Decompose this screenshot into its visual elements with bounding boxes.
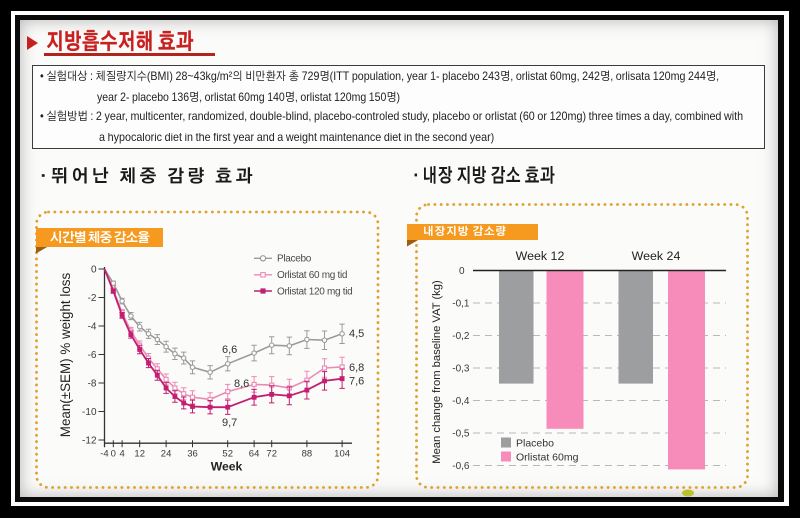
svg-text:-2: -2 [88, 293, 97, 304]
svg-text:-4: -4 [88, 321, 97, 332]
svg-text:-0,5: -0,5 [452, 429, 470, 440]
svg-text:Mean(±SEM) % weight loss: Mean(±SEM) % weight loss [58, 273, 73, 438]
svg-text:104: 104 [334, 449, 350, 460]
svg-text:-4: -4 [100, 449, 108, 460]
svg-text:-10: -10 [82, 407, 97, 418]
svg-text:88: 88 [302, 449, 313, 460]
svg-text:64: 64 [249, 449, 260, 460]
svg-text:Placebo: Placebo [516, 438, 554, 450]
svg-text:-0,2: -0,2 [452, 331, 470, 342]
svg-text:8,6: 8,6 [234, 378, 249, 390]
svg-text:-0,3: -0,3 [452, 364, 470, 375]
svg-text:52: 52 [222, 449, 233, 460]
svg-text:0: 0 [91, 264, 97, 275]
svg-text:-12: -12 [82, 435, 97, 446]
svg-text:Mean change from baseline VAT: Mean change from baseline VAT (kg) [431, 280, 443, 464]
svg-text:-6: -6 [88, 350, 97, 361]
svg-text:Week 12: Week 12 [516, 249, 565, 263]
svg-text:12: 12 [134, 449, 145, 460]
svg-text:6,6: 6,6 [222, 344, 237, 356]
svg-text:4,5: 4,5 [349, 328, 364, 340]
svg-text:0: 0 [111, 449, 116, 460]
svg-text:Placebo: Placebo [277, 254, 312, 265]
svg-text:Orlistat 60 mg tid: Orlistat 60 mg tid [277, 270, 347, 281]
svg-text:9,7: 9,7 [222, 417, 237, 429]
svg-text:24: 24 [161, 449, 172, 460]
svg-text:-0,4: -0,4 [452, 396, 470, 407]
svg-text:-0,6: -0,6 [452, 461, 470, 472]
svg-text:Orlistat 60mg: Orlistat 60mg [516, 452, 579, 464]
svg-text:7,6: 7,6 [349, 376, 364, 388]
svg-text:Orlistat 120 mg tid: Orlistat 120 mg tid [277, 286, 352, 297]
svg-text:4: 4 [119, 449, 124, 460]
svg-text:-8: -8 [88, 378, 97, 389]
svg-text:36: 36 [187, 449, 198, 460]
svg-text:72: 72 [266, 449, 277, 460]
svg-text:6,8: 6,8 [349, 362, 364, 374]
svg-text:0: 0 [459, 266, 465, 277]
svg-text:-0,1: -0,1 [452, 299, 470, 310]
svg-text:Week 24: Week 24 [632, 249, 681, 263]
svg-text:Week: Week [211, 460, 243, 474]
